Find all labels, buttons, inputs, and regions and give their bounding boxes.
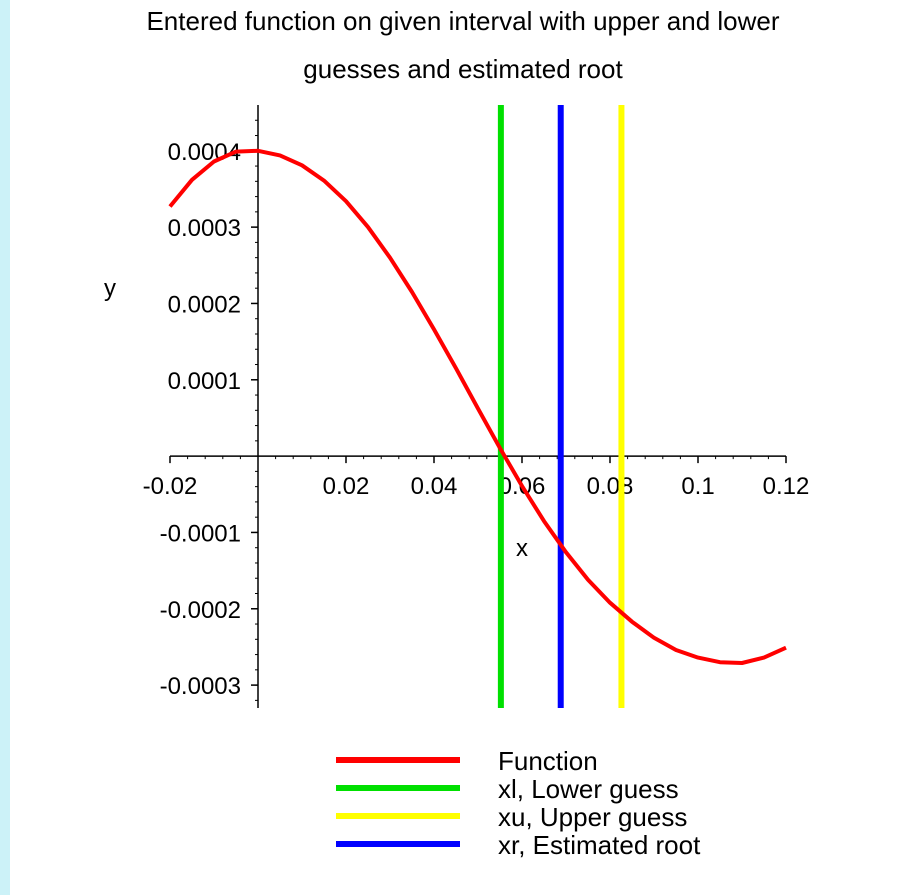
plot-lines: [168, 105, 787, 708]
plot-window: Entered function on given interval with …: [10, 0, 906, 895]
chart-title-line-1: Entered function on given interval with …: [146, 6, 779, 36]
x-tick-label: 0.1: [681, 473, 714, 500]
x-tick-label: -0.02: [143, 473, 198, 500]
x-axis-label: x: [516, 535, 528, 562]
legend-label: Function: [498, 746, 598, 776]
x-tick-label: 0.08: [587, 473, 634, 500]
x-tick-label: 0.04: [411, 473, 458, 500]
legend-label: xl, Lower guess: [498, 774, 679, 804]
y-tick-label: 0.0001: [168, 368, 241, 395]
chart-svg: Entered function on given interval with …: [104, 6, 810, 860]
y-tick-label: 0.0003: [168, 215, 241, 242]
y-axis-label: y: [104, 275, 116, 302]
y-tick-label: 0.0002: [168, 291, 241, 318]
legend-label: xr, Estimated root: [498, 830, 701, 860]
x-tick-label: 0.12: [763, 473, 810, 500]
chart-title-line-2: guesses and estimated root: [303, 54, 623, 84]
y-tick-label: -0.0002: [160, 597, 241, 624]
function-curve: [168, 148, 787, 665]
y-tick-label: -0.0003: [160, 673, 241, 700]
x-tick-label: 0.02: [323, 473, 370, 500]
y-tick-label: 0.0004: [168, 139, 241, 166]
y-tick-label: -0.0001: [160, 520, 241, 547]
axes: -0.02 0.02 0.04 0.06 0.08 0.1 0.120.00040.0003…: [143, 105, 810, 708]
legend-label: xu, Upper guess: [498, 802, 687, 832]
